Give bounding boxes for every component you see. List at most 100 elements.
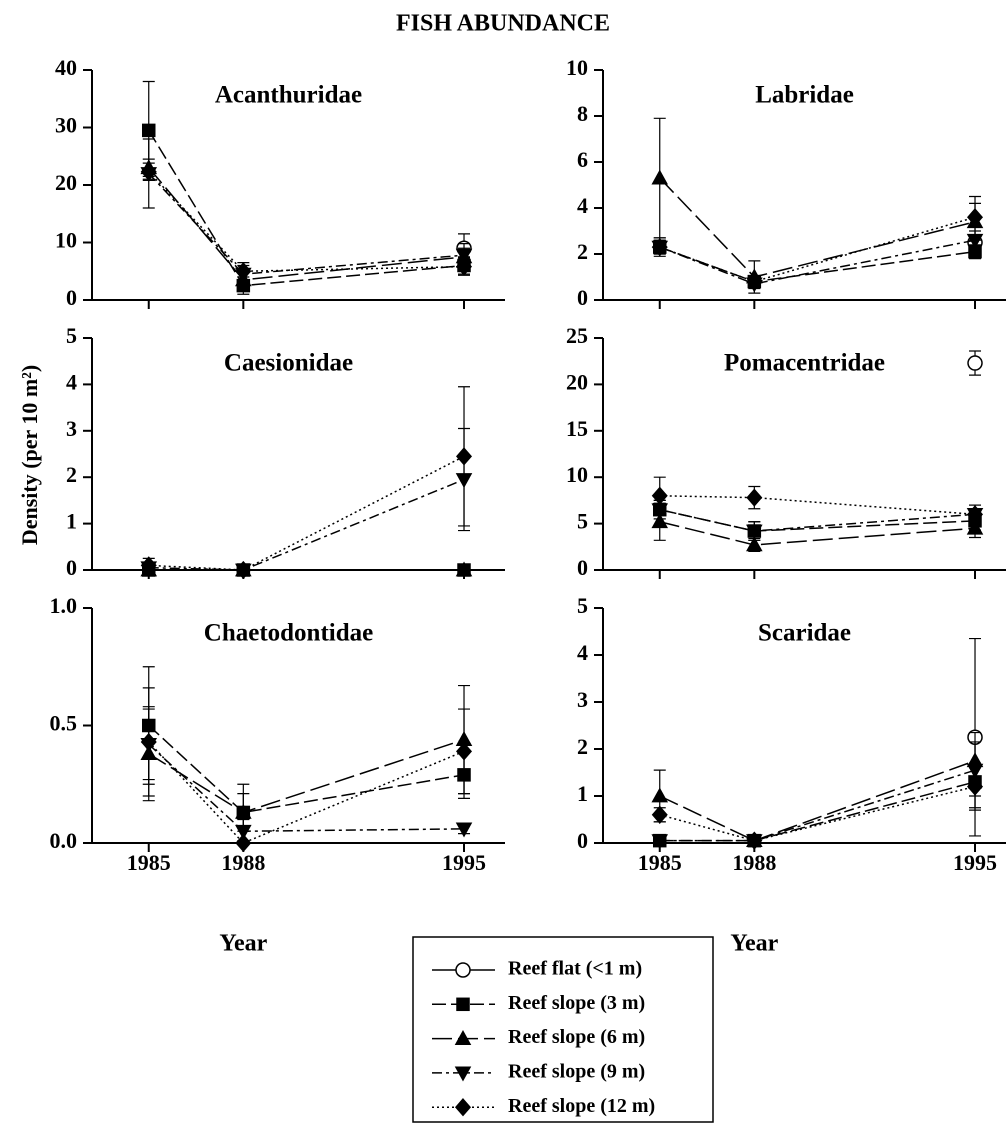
- marker: [235, 803, 252, 819]
- marker: [651, 834, 669, 850]
- legend-box: [412, 936, 714, 1123]
- legend-marker: [454, 1030, 472, 1045]
- y-tick-label: 20: [566, 369, 588, 394]
- y-tick-label: 4: [66, 369, 77, 394]
- y-tick-label: 0.5: [50, 711, 78, 736]
- y-tick-label: 10: [566, 462, 588, 487]
- y-tick-label: 0.0: [50, 828, 78, 853]
- series-line: [148, 724, 465, 814]
- marker: [456, 447, 473, 466]
- y-tick-label: 0: [577, 828, 588, 853]
- series-line: [148, 171, 465, 273]
- y-tick-label: 0: [577, 285, 588, 310]
- x-tick-label: 1995: [442, 850, 486, 875]
- series-line: [148, 172, 465, 275]
- marker: [235, 560, 252, 580]
- y-tick-label: 1: [577, 781, 588, 806]
- marker: [651, 513, 669, 529]
- marker: [651, 805, 668, 824]
- panel-title: Caesionidae: [224, 350, 353, 377]
- legend-marker: [456, 997, 470, 1012]
- y-tick-label: 10: [55, 228, 77, 253]
- y-tick-label: 30: [55, 113, 77, 138]
- marker: [456, 257, 473, 276]
- y-tick-label: 5: [577, 593, 588, 618]
- series-line: [659, 177, 976, 278]
- x-tick-label: 1985: [127, 850, 171, 875]
- y-tick-label: 3: [577, 687, 588, 712]
- marker: [456, 742, 473, 761]
- y-tick-label: 0: [66, 285, 77, 310]
- y-tick-label: 15: [566, 416, 588, 441]
- marker: [651, 486, 668, 505]
- legend-label: Reef slope (9 m): [508, 1060, 645, 1082]
- marker: [455, 561, 473, 577]
- series-line: [659, 760, 976, 842]
- y-tick-label: 2: [577, 239, 588, 264]
- x-tick-label: 1988: [732, 850, 776, 875]
- y-tick-label: 4: [577, 640, 588, 665]
- y-tick-label: 5: [66, 323, 77, 348]
- series-line: [659, 781, 976, 842]
- series-line: [148, 478, 465, 571]
- y-tick-label: 2: [66, 462, 77, 487]
- marker: [235, 824, 252, 840]
- series-line: [659, 521, 976, 546]
- marker: [746, 831, 763, 850]
- marker: [455, 248, 473, 264]
- y-tick-label: 5: [577, 509, 588, 534]
- marker: [967, 208, 984, 227]
- y-tick-label: 8: [577, 101, 588, 126]
- series-line: [659, 769, 976, 842]
- marker: [651, 787, 669, 803]
- legend-label: Reef slope (12 m): [508, 1095, 655, 1117]
- marker: [746, 488, 763, 507]
- marker: [746, 536, 763, 552]
- x-axis-label: Year: [730, 931, 778, 957]
- y-tick-label: 2: [577, 734, 588, 759]
- panel-title: Acanthuridae: [215, 82, 362, 109]
- legend-label: Reef flat (<1 m): [508, 958, 642, 980]
- legend-marker: [454, 1066, 472, 1082]
- legend-marker: [455, 1098, 471, 1117]
- y-tick-label: 1.0: [50, 593, 78, 618]
- x-tick-label: 1988: [221, 850, 265, 875]
- panel-title: Labridae: [755, 82, 854, 109]
- y-tick-label: 40: [55, 55, 77, 80]
- legend-label: Reef slope (3 m): [508, 992, 645, 1014]
- y-tick-label: 3: [66, 416, 77, 441]
- marker: [967, 355, 983, 371]
- series-line: [148, 741, 465, 844]
- y-tick-label: 10: [566, 55, 588, 80]
- series-line: [659, 495, 976, 516]
- y-tick-label: 1: [66, 509, 77, 534]
- marker: [967, 777, 984, 796]
- panel-title: Scaridae: [758, 620, 851, 647]
- marker: [966, 519, 984, 535]
- marker: [746, 524, 763, 540]
- marker: [140, 556, 157, 575]
- legend-label: Reef slope (6 m): [508, 1026, 645, 1048]
- series-line: [659, 239, 976, 285]
- x-tick-label: 1995: [953, 850, 997, 875]
- marker: [140, 732, 157, 752]
- marker: [746, 272, 763, 291]
- panel-title: Chaetodontidae: [204, 620, 373, 647]
- y-tick-label: 4: [577, 193, 588, 218]
- y-tick-label: 20: [55, 170, 77, 195]
- y-tick-label: 6: [577, 147, 588, 172]
- marker: [140, 162, 157, 181]
- legend-marker: [455, 962, 471, 978]
- marker: [455, 822, 473, 838]
- marker: [235, 833, 252, 853]
- marker: [967, 505, 984, 524]
- y-tick-label: 25: [566, 323, 588, 348]
- marker: [235, 262, 252, 281]
- y-tick-label: 0: [577, 555, 588, 580]
- x-axis-label: Year: [219, 931, 267, 957]
- marker: [141, 123, 156, 138]
- x-tick-label: 1985: [638, 850, 682, 875]
- series-line: [148, 743, 465, 833]
- marker: [651, 169, 669, 185]
